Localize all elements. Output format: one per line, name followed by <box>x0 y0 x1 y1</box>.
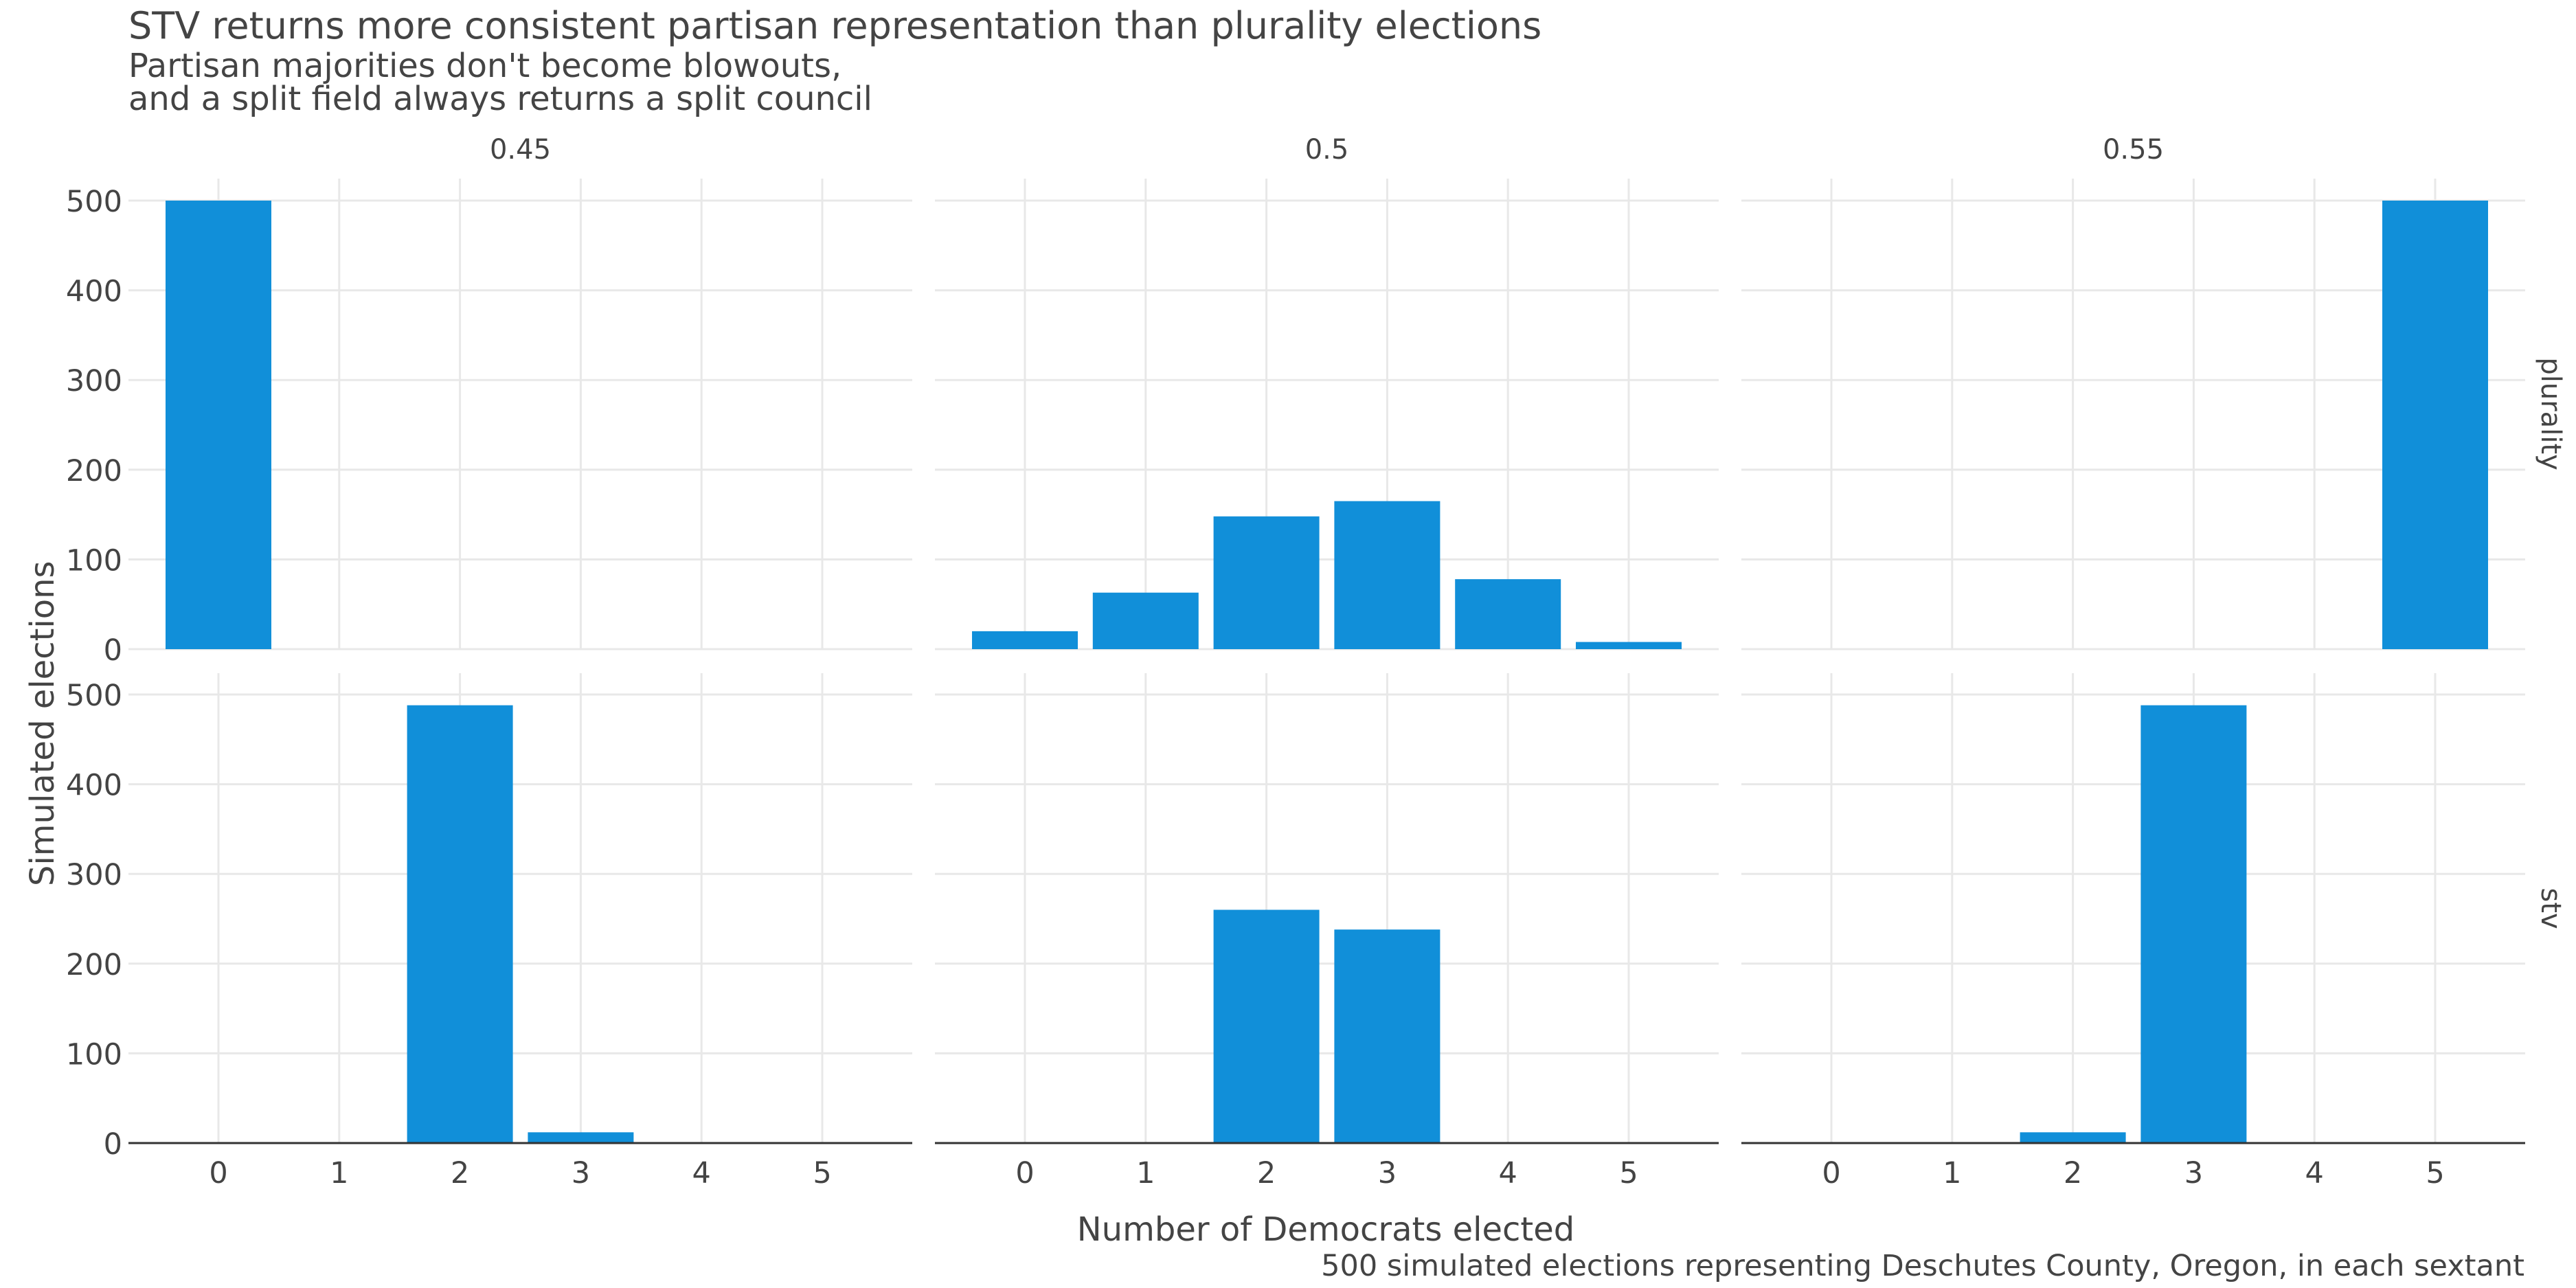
x-tick-label: 1 <box>330 1156 348 1190</box>
chart-title: STV returns more consistent partisan rep… <box>128 4 1542 47</box>
y-tick-label: 100 <box>66 543 122 578</box>
bar-stv-0.5-3 <box>1334 929 1440 1143</box>
chart-caption: 500 simulated elections representing Des… <box>1321 1249 2524 1283</box>
y-tick-label: 500 <box>66 679 122 713</box>
y-tick-label: 400 <box>66 275 122 309</box>
x-tick-label: 2 <box>1257 1156 1276 1190</box>
chart-subtitle: Partisan majorities don't become blowout… <box>128 49 872 115</box>
bar-stv-0.55-2 <box>2020 1132 2126 1143</box>
bar-plurality-0.5-5 <box>1576 642 1682 649</box>
y-axis-label: Simulated elections <box>23 561 62 886</box>
facet-row-label: plurality <box>2535 357 2566 470</box>
facet-column-label: 0.45 <box>490 134 551 166</box>
x-tick-label: 1 <box>1136 1156 1155 1190</box>
x-tick-label: 3 <box>1378 1156 1397 1190</box>
x-tick-label: 3 <box>2184 1156 2203 1190</box>
x-tick-label: 0 <box>1015 1156 1034 1190</box>
y-tick-label: 300 <box>66 858 122 892</box>
bar-plurality-0.5-2 <box>1213 516 1320 649</box>
bar-plurality-0.55-5 <box>2382 201 2488 649</box>
x-tick-label: 4 <box>2305 1156 2324 1190</box>
y-tick-label: 300 <box>66 364 122 398</box>
x-tick-label: 5 <box>813 1156 831 1190</box>
x-tick-label: 0 <box>1822 1156 1840 1190</box>
y-tick-label: 200 <box>66 454 122 488</box>
y-tick-label: 200 <box>66 948 122 982</box>
y-tick-label: 500 <box>66 185 122 219</box>
bar-stv-0.45-3 <box>528 1132 634 1143</box>
bar-plurality-0.5-3 <box>1334 501 1440 649</box>
facet-column-label: 0.5 <box>1305 134 1349 166</box>
bar-plurality-0.5-0 <box>972 631 1078 649</box>
subtitle-line-1: Partisan majorities don't become blowout… <box>128 47 842 85</box>
y-tick-label: 0 <box>104 1127 122 1162</box>
bar-plurality-0.45-0 <box>166 201 271 649</box>
x-tick-label: 1 <box>1943 1156 1961 1190</box>
bar-stv-0.45-2 <box>407 705 513 1143</box>
x-axis-label: Number of Democrats elected <box>1076 1210 1575 1249</box>
facet-column-label: 0.55 <box>2103 134 2164 166</box>
subtitle-line-2: and a split field always returns a split… <box>128 80 872 118</box>
y-tick-label: 100 <box>66 1037 122 1072</box>
x-tick-label: 4 <box>692 1156 711 1190</box>
x-tick-label: 2 <box>451 1156 469 1190</box>
x-tick-label: 2 <box>2064 1156 2082 1190</box>
x-tick-label: 4 <box>1499 1156 1517 1190</box>
y-tick-label: 400 <box>66 769 122 803</box>
bar-stv-0.55-3 <box>2140 705 2247 1143</box>
x-tick-label: 5 <box>1619 1156 1638 1190</box>
y-tick-label: 0 <box>104 633 122 668</box>
x-tick-label: 0 <box>209 1156 227 1190</box>
x-tick-label: 5 <box>2426 1156 2444 1190</box>
bar-plurality-0.5-1 <box>1092 592 1199 649</box>
facet-row-label: stv <box>2535 888 2566 929</box>
bar-stv-0.5-2 <box>1213 909 1320 1143</box>
x-tick-label: 3 <box>572 1156 590 1190</box>
bar-plurality-0.5-4 <box>1455 579 1561 649</box>
